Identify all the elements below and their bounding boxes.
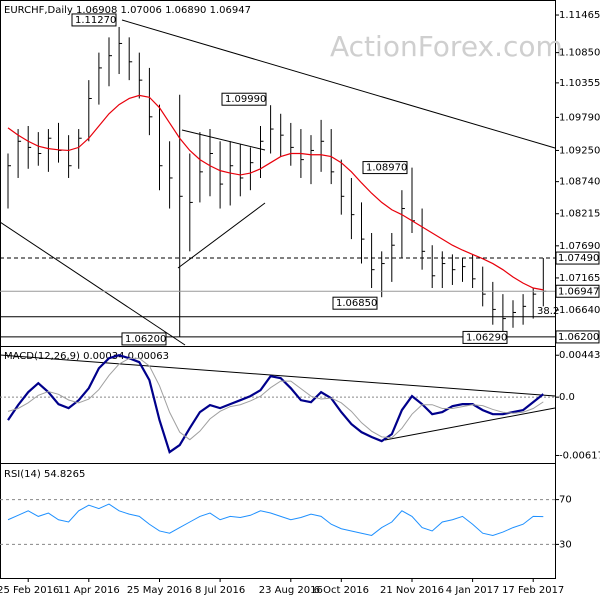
frame: [0, 0, 556, 579]
x-tick-label: 21 Nov 2016: [380, 585, 444, 596]
y-tick-label: 1.07690: [559, 241, 600, 252]
level-label: 1.06200: [558, 332, 599, 343]
indicator-line: [7, 503, 544, 536]
level-label-box: [555, 251, 600, 265]
y-tick-label: 0.0: [559, 392, 575, 403]
panel-title: RSI(14) 54.8265: [4, 469, 85, 480]
callout-label: 1.08970: [366, 163, 407, 174]
x-tick-label: 8 Jul 2016: [195, 585, 245, 596]
callout-box: [71, 13, 117, 27]
y-tick-label: 1.08740: [559, 177, 600, 188]
callout-label: 1.06850: [336, 298, 377, 309]
callout-label: 1.06290: [466, 332, 507, 343]
indicator-line: [7, 357, 544, 441]
y-tick-label: 1.10355: [559, 78, 600, 89]
fib-label: 38.2: [537, 306, 559, 317]
y-tick-label: 1.06640: [559, 305, 600, 316]
level-label: 1.07490: [558, 253, 599, 264]
callout-label: 1.09990: [225, 94, 266, 105]
callout-label: 1.06200: [125, 334, 166, 345]
x-tick-label: 23 Aug 2016: [259, 585, 323, 596]
panel-title: MACD(12,26,9) 0.00034 0.00063: [4, 351, 169, 362]
x-tick-label: 25 Feb 2016: [0, 585, 59, 596]
level-label-box: [555, 284, 600, 298]
x-tick-label: 6 Oct 2016: [314, 585, 369, 596]
x-tick-label: 25 May 2016: [127, 585, 192, 596]
callout-box: [221, 92, 267, 106]
y-tick-label: 1.09250: [559, 145, 600, 156]
callout-box: [462, 330, 508, 344]
callout-box: [332, 296, 378, 310]
y-tick-label: 1.07165: [559, 273, 600, 284]
y-tick-label: 1.09790: [559, 112, 600, 123]
trend-line: [177, 202, 266, 269]
y-tick-label: 1.10850: [559, 48, 600, 59]
trend-line: [181, 129, 266, 151]
y-tick-label: 30: [559, 539, 572, 550]
callout-box: [121, 332, 167, 346]
trend-line: [0, 354, 556, 397]
y-tick-label: 1.11465: [559, 10, 600, 21]
x-tick-label: 11 Apr 2016: [58, 585, 120, 596]
trend-line: [0, 221, 186, 346]
y-tick-label: 70: [559, 495, 572, 506]
panel-title: EURCHF,Daily 1.06908 1.07006 1.06890 1.0…: [4, 5, 251, 16]
y-tick-label: 1.08215: [559, 209, 600, 220]
x-tick-label: 17 Feb 2017: [502, 585, 564, 596]
y-tick-label: -0.00617: [559, 450, 600, 461]
y-tick-label: 0.004435: [559, 350, 600, 361]
callout-label: 1.11270: [75, 15, 116, 26]
trend-line: [121, 19, 556, 149]
callout-box: [362, 161, 408, 175]
level-label: 1.06947: [558, 286, 599, 297]
indicator-line: [7, 354, 544, 454]
trend-line: [384, 407, 556, 441]
level-label-box: [555, 330, 600, 344]
moving-average: [7, 94, 544, 291]
watermark: ActionForex.com: [330, 30, 563, 63]
x-tick-label: 4 Jan 2017: [446, 585, 500, 596]
